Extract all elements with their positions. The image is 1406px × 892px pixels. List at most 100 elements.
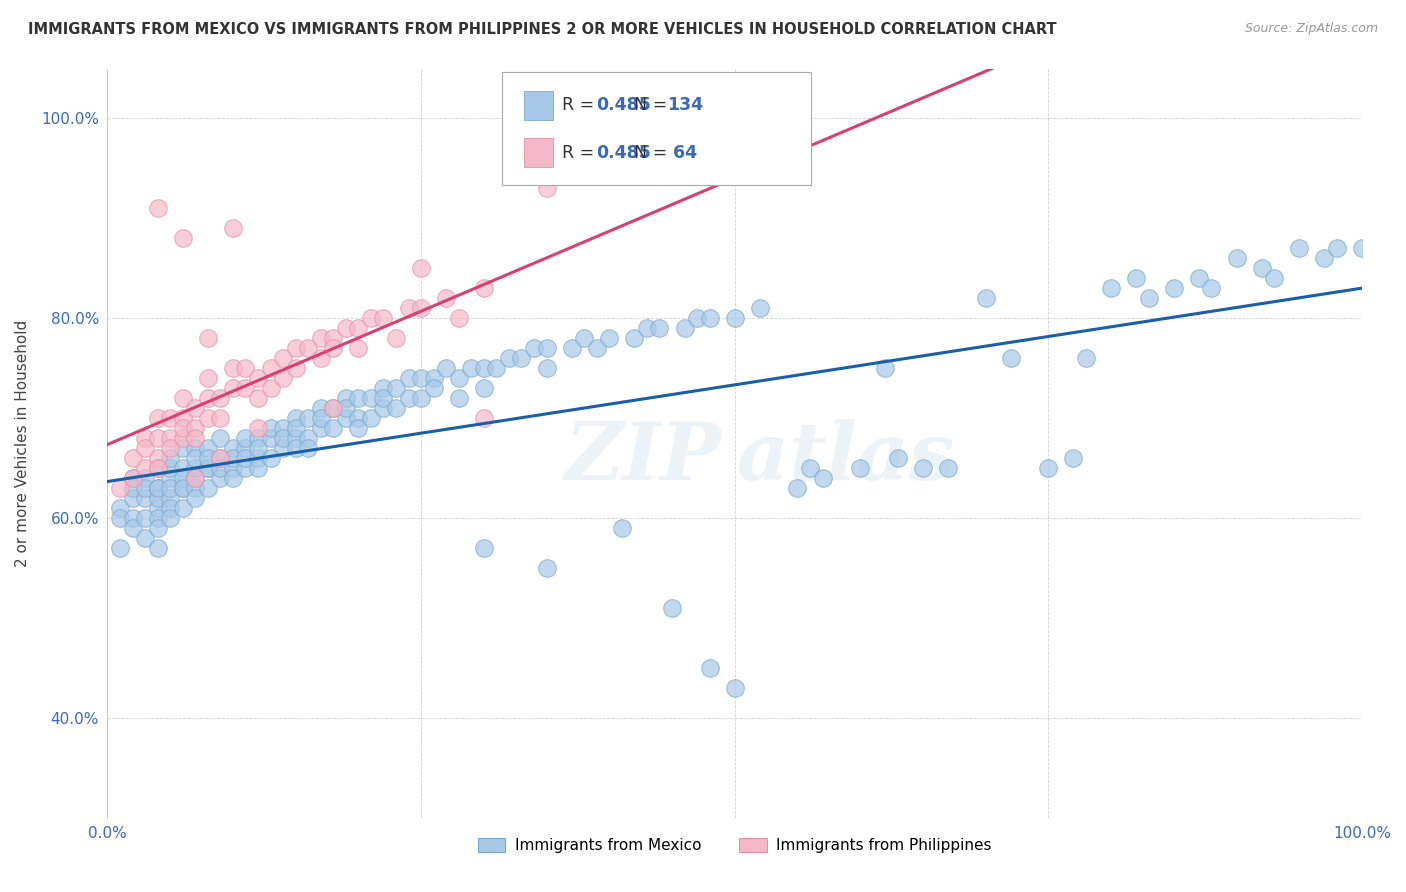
Point — [159, 461, 181, 475]
Point — [209, 392, 232, 406]
Point — [472, 541, 495, 556]
Point — [297, 341, 319, 355]
Point — [1351, 241, 1374, 255]
Point — [184, 431, 207, 445]
Point — [322, 401, 344, 416]
Point — [1201, 281, 1223, 295]
Point — [561, 341, 583, 355]
Point — [347, 411, 370, 425]
Point — [1313, 252, 1336, 266]
Point — [159, 501, 181, 516]
Point — [108, 541, 131, 556]
Text: Source: ZipAtlas.com: Source: ZipAtlas.com — [1244, 22, 1378, 36]
Point — [246, 392, 269, 406]
Point — [409, 371, 432, 385]
Point — [360, 411, 382, 425]
Point — [811, 471, 834, 485]
Point — [209, 451, 232, 466]
Point — [887, 451, 910, 466]
Point — [209, 411, 232, 425]
Point — [209, 471, 232, 485]
Point — [159, 411, 181, 425]
Point — [146, 481, 169, 495]
Point — [184, 451, 207, 466]
Point — [485, 361, 508, 376]
Point — [875, 361, 897, 376]
Point — [197, 461, 219, 475]
Point — [121, 511, 143, 525]
Point — [849, 461, 872, 475]
Point — [297, 442, 319, 456]
Point — [536, 341, 558, 355]
Text: IMMIGRANTS FROM MEXICO VS IMMIGRANTS FROM PHILIPPINES 2 OR MORE VEHICLES IN HOUS: IMMIGRANTS FROM MEXICO VS IMMIGRANTS FRO… — [28, 22, 1057, 37]
Point — [536, 561, 558, 575]
Point — [347, 341, 370, 355]
Point — [146, 451, 169, 466]
Point — [209, 451, 232, 466]
Point — [271, 442, 294, 456]
Point — [246, 371, 269, 385]
Point — [1188, 271, 1211, 285]
Point — [172, 461, 194, 475]
Point — [309, 351, 332, 366]
Point — [184, 401, 207, 416]
Point — [936, 461, 959, 475]
Point — [159, 491, 181, 506]
Point — [409, 301, 432, 316]
Point — [422, 371, 444, 385]
Point — [1250, 261, 1272, 276]
Point — [222, 381, 245, 395]
Point — [460, 361, 482, 376]
Point — [146, 411, 169, 425]
Point — [385, 381, 408, 395]
Point — [197, 331, 219, 345]
Point — [121, 471, 143, 485]
Point — [134, 442, 156, 456]
Point — [146, 521, 169, 535]
Point — [284, 411, 307, 425]
Point — [235, 461, 257, 475]
Point — [1288, 241, 1310, 255]
Point — [398, 392, 420, 406]
Point — [197, 411, 219, 425]
Point — [284, 421, 307, 435]
Point — [184, 471, 207, 485]
Point — [159, 481, 181, 495]
Point — [172, 392, 194, 406]
Point — [235, 431, 257, 445]
Point — [146, 202, 169, 216]
Point — [699, 311, 721, 326]
Point — [523, 341, 546, 355]
Point — [172, 481, 194, 495]
Point — [259, 381, 281, 395]
Point — [309, 411, 332, 425]
Point — [360, 311, 382, 326]
Text: 0.485: 0.485 — [596, 144, 651, 161]
Point — [347, 321, 370, 335]
Point — [246, 451, 269, 466]
Point — [184, 461, 207, 475]
Point — [246, 442, 269, 456]
Point — [222, 442, 245, 456]
Point — [159, 511, 181, 525]
Point — [172, 471, 194, 485]
Point — [373, 311, 395, 326]
Point — [598, 331, 620, 345]
Point — [246, 461, 269, 475]
Point — [623, 331, 645, 345]
Point — [1062, 451, 1084, 466]
Point — [373, 401, 395, 416]
Point — [309, 421, 332, 435]
Point — [184, 491, 207, 506]
Point — [686, 311, 709, 326]
Point — [222, 461, 245, 475]
Text: R =: R = — [562, 144, 600, 161]
Point — [447, 392, 470, 406]
Point — [385, 401, 408, 416]
Point — [447, 371, 470, 385]
Point — [322, 401, 344, 416]
Point — [472, 411, 495, 425]
Point — [974, 291, 997, 305]
Point — [799, 461, 821, 475]
Point — [259, 431, 281, 445]
